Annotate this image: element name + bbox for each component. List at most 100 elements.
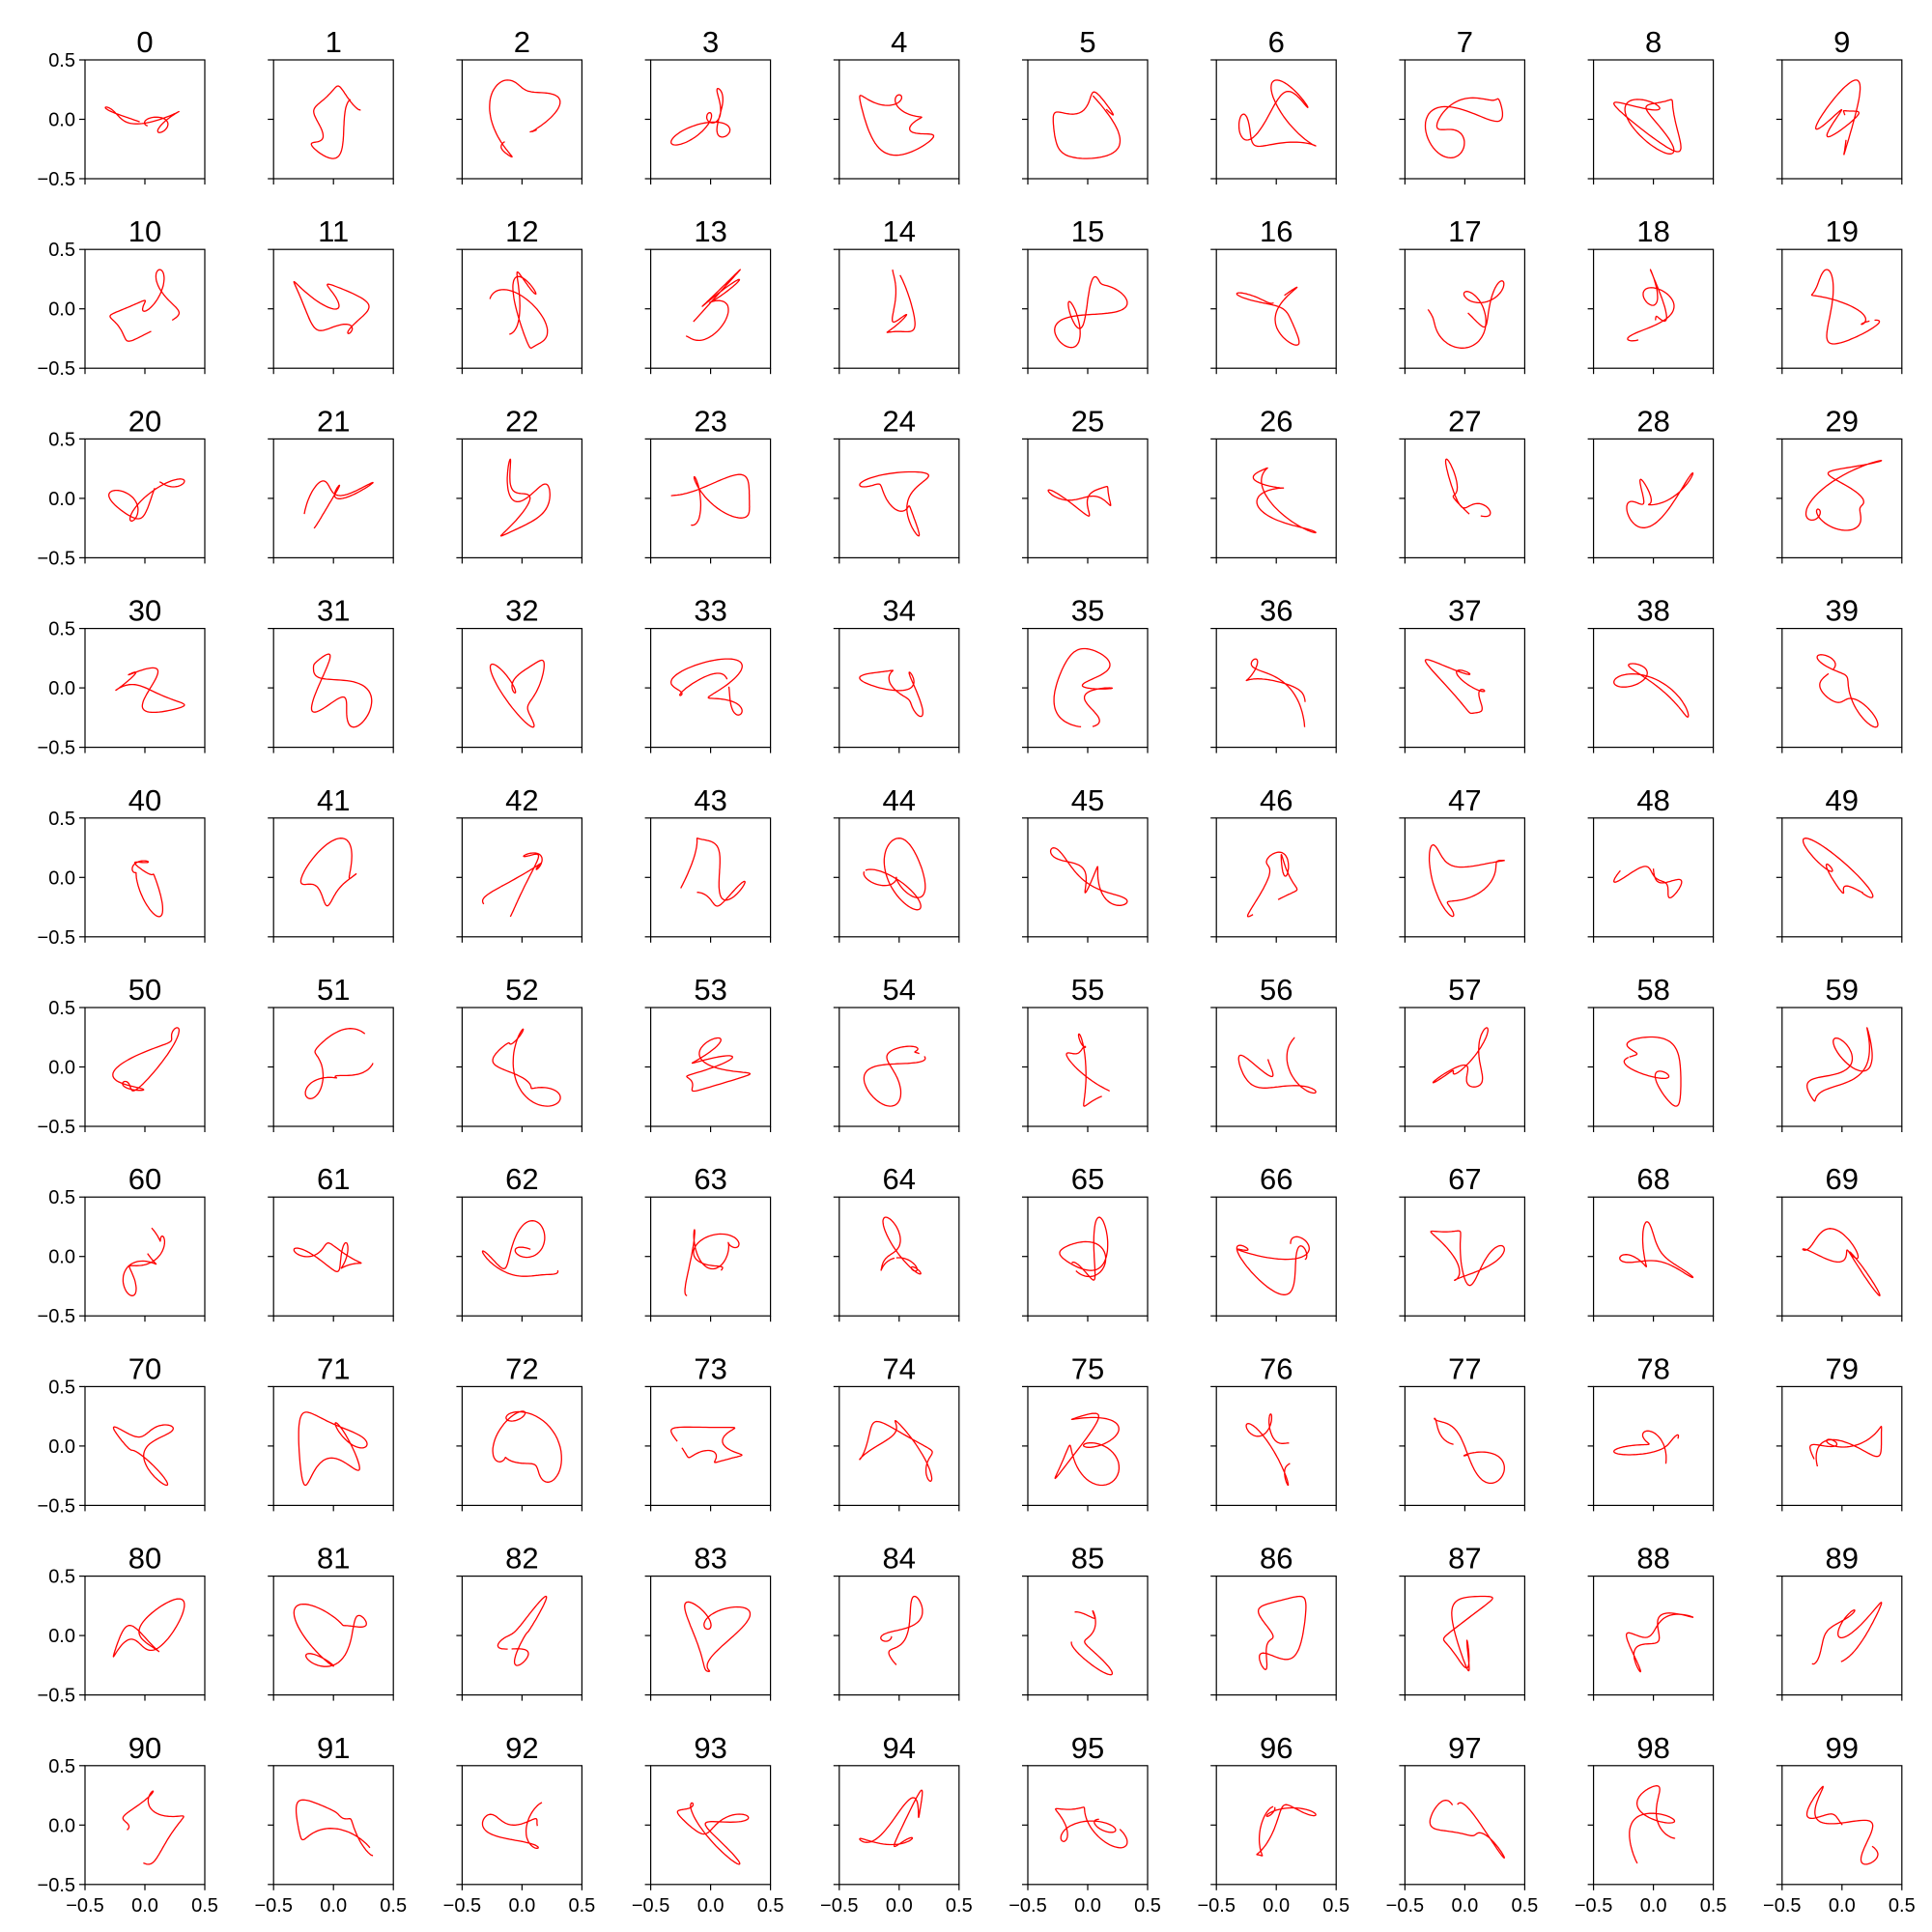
y-tick-label: −0.5 [38, 1306, 75, 1327]
y-tick-label: 0.5 [48, 240, 75, 261]
subplot-title: 13 [694, 214, 726, 248]
subplot-47: 47 [1399, 783, 1526, 943]
curve-series-77 [1434, 1417, 1505, 1485]
subplot-10: −0.5 0.0 0.5 10 [38, 214, 206, 380]
plot-frame [1404, 1765, 1526, 1886]
subplot-93: −0.5 0.0 0.5 93 [632, 1731, 784, 1917]
curve-series-1 [310, 85, 361, 159]
plot-frame [1027, 817, 1149, 938]
subplot-title: 99 [1826, 1731, 1859, 1765]
subplot-title: 96 [1260, 1731, 1293, 1765]
subplot-20: −0.5 0.0 0.5 20 [38, 404, 206, 569]
subplot-50: −0.5 0.0 0.5 50 [38, 973, 206, 1138]
plot-frame [461, 1765, 582, 1886]
curve-series-2 [489, 79, 561, 158]
curve-series-36 [1245, 658, 1306, 727]
curve-series-30 [115, 667, 185, 714]
subplot-80: −0.5 0.0 0.5 80 [38, 1542, 206, 1707]
y-tick-label: −0.5 [38, 548, 75, 569]
curve-series-52 [492, 1028, 561, 1107]
subplot-19: 19 [1776, 214, 1903, 375]
curve-series-3 [670, 87, 731, 146]
curve-series-48 [1613, 866, 1683, 899]
subplot-92: −0.5 0.0 0.5 92 [443, 1731, 596, 1917]
subplot-70: −0.5 0.0 0.5 70 [38, 1351, 206, 1517]
subplot-title: 56 [1260, 973, 1293, 1007]
y-tick-label: 0.5 [48, 1187, 75, 1208]
subplot-55: 55 [1022, 973, 1149, 1132]
plot-frame [1027, 1575, 1149, 1696]
plot-frame [838, 1765, 960, 1886]
subplot-1: 1 [268, 25, 394, 185]
curve-series-4 [859, 94, 935, 156]
plot-frame [1215, 248, 1337, 369]
plot-frame [1215, 1007, 1337, 1127]
x-tick-label: 0.0 [131, 1895, 158, 1917]
subplot-82: 82 [456, 1542, 583, 1701]
plot-frame [649, 248, 772, 369]
curve-series-42 [481, 852, 543, 918]
curve-series-56 [1237, 1037, 1317, 1094]
plot-frame [1027, 1765, 1149, 1886]
subplot-86: 86 [1210, 1542, 1337, 1701]
subplot-23: 23 [644, 404, 772, 564]
subplot-title: 79 [1826, 1351, 1859, 1385]
curve-series-8 [1613, 99, 1682, 155]
subplot-title: 49 [1826, 783, 1859, 817]
curve-series-49 [1802, 838, 1874, 898]
subplot-title: 60 [128, 1162, 161, 1196]
subplot-56: 56 [1210, 973, 1337, 1132]
curve-series-89 [1811, 1602, 1883, 1665]
subplot-title: 37 [1448, 594, 1481, 628]
x-tick-label: 0.0 [886, 1895, 913, 1917]
plot-frame [461, 59, 582, 180]
y-tick-label: 0.0 [48, 678, 75, 699]
subplot-title: 76 [1260, 1351, 1293, 1385]
curve-series-16 [1236, 286, 1300, 346]
subplot-4: 4 [833, 25, 960, 185]
x-tick-label: −0.5 [254, 1895, 292, 1917]
curve-series-38 [1613, 663, 1690, 718]
y-tick-label: 0.0 [48, 1815, 75, 1836]
subplot-title: 28 [1636, 404, 1669, 438]
subplot-74: 74 [833, 1351, 960, 1512]
curve-series-10 [109, 269, 181, 342]
x-tick-label: −0.5 [443, 1895, 481, 1917]
plot-frame [1592, 1196, 1715, 1317]
subplot-41: 41 [268, 783, 394, 943]
curve-series-73 [670, 1426, 743, 1463]
subplot-65: 65 [1022, 1162, 1149, 1322]
y-tick-label: 0.5 [48, 1377, 75, 1398]
plot-frame [272, 627, 394, 749]
curve-series-72 [492, 1410, 562, 1483]
plot-frame [649, 1765, 772, 1886]
subplot-51: 51 [268, 973, 394, 1132]
subplot-39: 39 [1776, 594, 1903, 753]
curve-series-18 [1627, 269, 1675, 342]
subplot-44: 44 [833, 783, 960, 943]
subplot-title: 33 [694, 594, 726, 628]
subplot-title: 17 [1448, 214, 1481, 248]
subplot-85: 85 [1022, 1542, 1149, 1701]
subplot-title: 39 [1826, 594, 1859, 628]
y-tick-label: 0.5 [48, 619, 75, 640]
x-tick-label: 0.5 [1322, 1895, 1350, 1917]
x-tick-label: −0.5 [820, 1895, 858, 1917]
curve-series-67 [1430, 1230, 1505, 1287]
subplot-title: 91 [317, 1731, 350, 1765]
plot-frame [1781, 1385, 1903, 1507]
y-tick-label: 0.0 [48, 1436, 75, 1458]
plot-frame [649, 1575, 772, 1696]
plot-frame [461, 627, 582, 749]
subplot-79: 79 [1776, 1351, 1903, 1512]
subplot-11: 11 [268, 214, 394, 375]
x-tick-label: 0.0 [1074, 1895, 1101, 1917]
subplot-title: 27 [1448, 404, 1481, 438]
plot-frame [84, 817, 206, 938]
curve-series-65 [1059, 1216, 1109, 1281]
subplot-89: 89 [1776, 1542, 1903, 1701]
subplot-title: 98 [1636, 1731, 1669, 1765]
curve-series-41 [299, 838, 357, 907]
curve-series-75 [1054, 1412, 1121, 1487]
curve-series-54 [863, 1045, 926, 1107]
